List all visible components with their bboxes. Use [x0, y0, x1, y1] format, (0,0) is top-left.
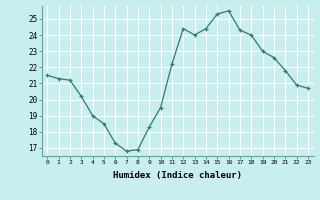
X-axis label: Humidex (Indice chaleur): Humidex (Indice chaleur) — [113, 171, 242, 180]
